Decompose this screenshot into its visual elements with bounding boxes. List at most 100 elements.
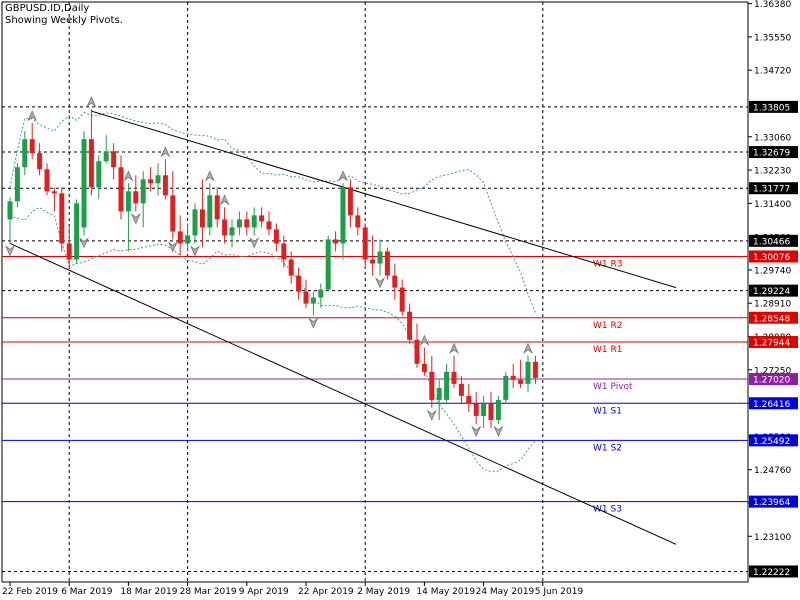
candle-body[interactable] [333,239,339,244]
candle-body[interactable] [192,209,198,236]
candle-body[interactable] [7,201,13,220]
candle-body[interactable] [244,219,250,228]
candle-body[interactable] [44,169,50,192]
fractal-down-marker [79,237,89,249]
fractal-down-marker [130,213,141,225]
fractal-up-marker [219,194,230,206]
candle-body[interactable] [303,291,309,304]
level-price-label: 1.31777 [753,185,790,195]
pivot-price-label: 1.25492 [753,437,790,447]
fractal-down-marker [190,245,200,257]
candle-body[interactable] [236,219,242,228]
candle-body[interactable] [162,175,168,196]
pivot-price-label-box [749,250,798,263]
candle-body[interactable] [37,153,43,170]
date-label: 22 Apr 2019 [298,587,354,597]
candle-body[interactable] [207,195,213,228]
candle-body[interactable] [229,227,235,236]
pivot-label: W1 R1 [593,345,622,355]
candle-body[interactable] [466,395,472,404]
candle-body[interactable] [481,403,487,416]
candle-body[interactable] [525,361,531,384]
candle-body[interactable] [281,243,287,260]
fractal-down-marker [167,241,178,253]
candle-body[interactable] [155,175,161,184]
candle-body[interactable] [259,215,265,222]
candle-body[interactable] [148,179,154,184]
candle-body[interactable] [288,259,294,276]
candle-body[interactable] [384,251,390,276]
candle-body[interactable] [532,361,538,378]
candle-body[interactable] [370,259,376,264]
candle-body[interactable] [510,375,516,380]
candle-body[interactable] [444,371,450,400]
candle-body[interactable] [74,203,80,260]
candle-body[interactable] [222,219,228,236]
candle-body[interactable] [451,371,457,384]
candle-body[interactable] [377,251,383,264]
candle-body[interactable] [399,287,405,312]
candle-body[interactable] [14,167,20,202]
candle-body[interactable] [81,139,87,228]
candle-body[interactable] [318,289,324,298]
candle-body[interactable] [266,221,272,230]
channel-upper-line [91,110,677,289]
candle-body[interactable] [59,193,65,244]
candle-body[interactable] [118,167,124,212]
candle-body[interactable] [185,235,191,244]
candle-body[interactable] [273,229,279,244]
price-tick-label: 1.29740 [754,266,791,276]
fractal-down-marker [493,425,504,437]
candle-body[interactable] [29,139,35,154]
band-lower [9,206,536,473]
candle-body[interactable] [251,215,257,228]
candle-body[interactable] [495,399,501,420]
candle-body[interactable] [355,215,361,228]
candle-body[interactable] [22,139,28,168]
pivot-price-label: 1.27020 [753,376,790,386]
candle-body[interactable] [362,227,368,260]
candle-body[interactable] [414,339,420,364]
candle-body[interactable] [170,195,176,232]
fractal-down-marker [375,277,385,289]
pivot-label: W1 S2 [593,443,622,453]
price-tick-label: 1.27250 [754,366,791,376]
candle-body[interactable] [66,243,72,260]
pivot-subtitle: Showing Weekly Pivots. [5,15,123,26]
pivot-price-label-box [749,397,798,410]
candle-body[interactable] [88,139,94,188]
candle-body[interactable] [340,187,346,244]
candle-body[interactable] [310,297,316,304]
fractal-up-marker [123,170,134,182]
candle-body[interactable] [473,403,479,416]
band-upper [9,111,536,313]
candle-body[interactable] [347,187,353,216]
candle-body[interactable] [214,195,220,220]
candle-body[interactable] [429,371,435,400]
candle-body[interactable] [503,375,509,400]
candle-body[interactable] [133,191,139,204]
candle-body[interactable] [436,387,442,400]
fractal-up-marker [160,146,171,158]
candle-body[interactable] [96,161,102,188]
candle-body[interactable] [177,231,183,244]
candle-body[interactable] [140,179,146,204]
candle-body[interactable] [325,239,331,290]
candle-body[interactable] [103,151,109,162]
symbol-title: GBPUSD.ID,Daily [5,3,90,14]
candle-body[interactable] [125,191,131,212]
candle-body[interactable] [51,191,57,194]
date-label: 5 Jun 2019 [535,587,584,597]
candle-body[interactable] [296,275,302,292]
candle-body[interactable] [458,383,464,396]
candle-body[interactable] [518,379,524,384]
candle-body[interactable] [392,275,398,288]
date-label: 14 May 2019 [416,587,475,597]
candle-body[interactable] [199,209,205,228]
candle-body[interactable] [111,151,117,168]
candle-body[interactable] [488,403,494,420]
candle-body[interactable] [407,311,413,340]
fractal-up-marker [86,96,97,108]
candle-body[interactable] [421,363,427,372]
